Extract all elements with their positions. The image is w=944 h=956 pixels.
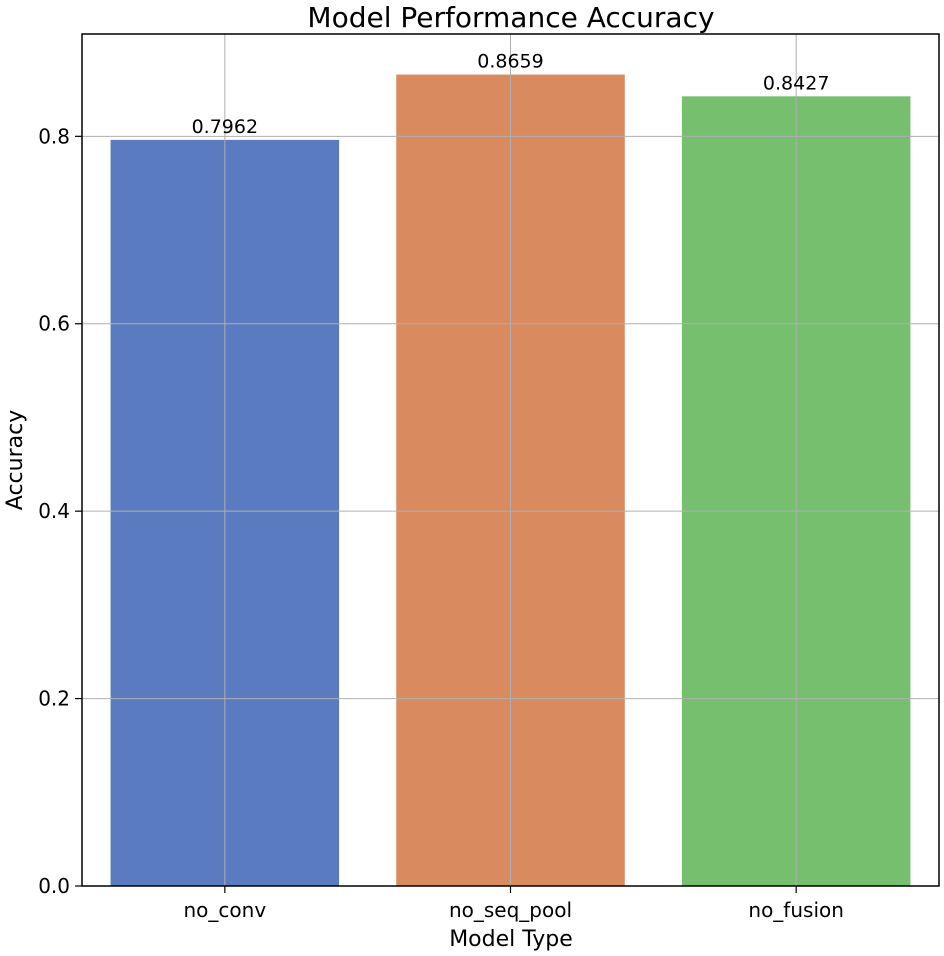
bar-value-labels: 0.7962 0.8659 0.8427 [192, 51, 830, 138]
x-axis-ticks: no_conv no_seq_pool no_fusion [184, 886, 844, 922]
y-tick-label: 0.8 [38, 124, 70, 148]
chart-title: Model Performance Accuracy [307, 1, 714, 34]
bar-value-label: 0.7962 [192, 116, 258, 138]
y-axis-ticks: 0.0 0.2 0.4 0.6 0.8 [38, 124, 82, 898]
y-tick-label: 0.6 [38, 312, 70, 336]
y-tick-label: 0.4 [38, 499, 70, 523]
bar-value-label: 0.8427 [763, 72, 829, 94]
y-tick-label: 0.2 [38, 687, 70, 711]
y-tick-label: 0.0 [38, 874, 70, 898]
x-axis-label: Model Type [449, 927, 573, 952]
y-axis-label: Accuracy [3, 410, 28, 510]
x-tick-label: no_conv [184, 898, 267, 922]
x-tick-label: no_fusion [748, 898, 844, 922]
x-tick-label: no_seq_pool [449, 898, 572, 922]
bar-value-label: 0.8659 [477, 51, 543, 73]
